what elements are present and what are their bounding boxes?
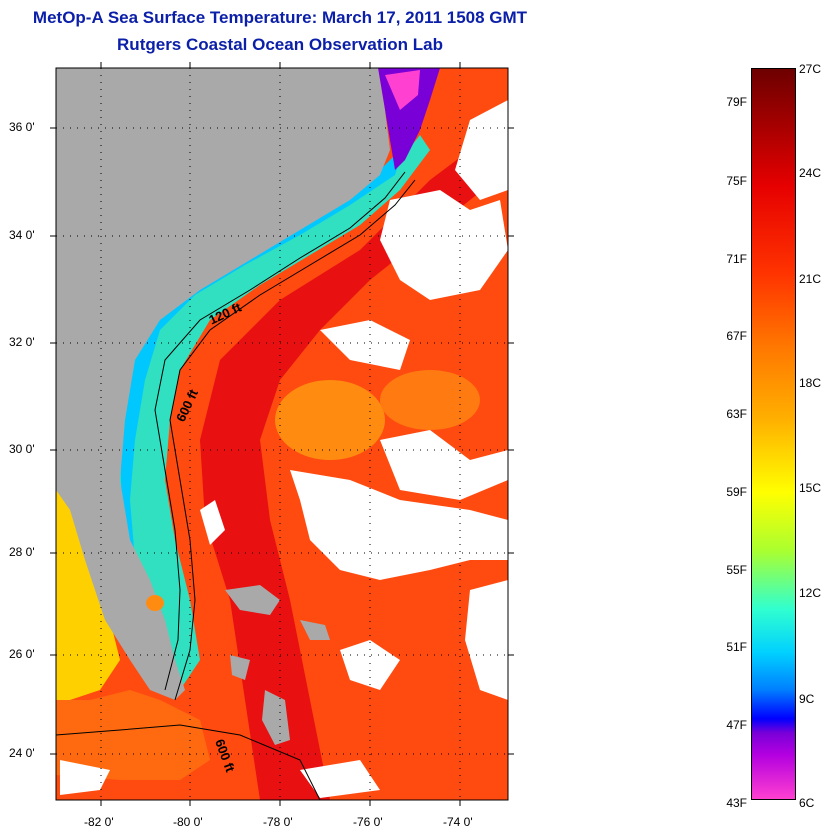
colorbar-fahrenheit-label: 63F [726, 407, 747, 421]
map-title: MetOp-A Sea Surface Temperature: March 1… [32, 8, 528, 27]
contour-600ft [169, 179, 416, 701]
colorbar-celsius-label: 6C [799, 796, 815, 810]
warm-eddy [275, 380, 385, 460]
map-frame [55, 67, 509, 801]
lat-tick-label: 30 0' [9, 442, 35, 456]
gulf-water [56, 490, 120, 700]
contour-120ft [154, 171, 406, 691]
colorbar-celsius-label: 9C [799, 692, 815, 706]
cloud-patch [320, 320, 410, 370]
bahamas-island [262, 690, 290, 745]
colorbar-fahrenheit-label: 47F [726, 718, 747, 732]
lon-tick-label: -76 0' [353, 815, 383, 829]
us-landmass [56, 68, 390, 700]
bahamas-island [300, 620, 330, 640]
bahamas-island [225, 585, 280, 615]
cloud-patch [455, 100, 508, 200]
colorbar-fahrenheit-label: 79F [726, 95, 747, 109]
contour-600ft-south [55, 724, 321, 801]
colorbar-fahrenheit-label: 75F [726, 174, 747, 188]
colorbar-fahrenheit-label: 55F [726, 563, 747, 577]
cloud-patch [380, 430, 508, 500]
lon-tick-label: -78 0' [263, 815, 293, 829]
colorbar-fahrenheit-label: 59F [726, 485, 747, 499]
grid-lines [56, 68, 508, 800]
lon-tick-label: -74 0' [443, 815, 473, 829]
lat-tick-label: 26 0' [9, 647, 35, 661]
lat-tick-label: 34 0' [9, 228, 35, 242]
colorbar-fahrenheit-label: 67F [726, 329, 747, 343]
cloud-patch [380, 190, 508, 300]
lon-tick-label: -82 0' [84, 815, 114, 829]
lat-tick-label: 24 0' [9, 746, 35, 760]
bahamas-island [230, 655, 250, 680]
cold-bay-water [385, 70, 420, 110]
map-subtitle: Rutgers Coastal Ocean Observation Lab [117, 35, 443, 54]
colorbar-fahrenheit-label: 71F [726, 252, 747, 266]
warm-eddy [380, 370, 480, 430]
cloud-patch [465, 580, 508, 700]
lat-tick-label: 32 0' [9, 335, 35, 349]
lat-tick-label: 36 0' [9, 120, 35, 134]
colorbar-celsius-label: 15C [799, 481, 822, 495]
cloud-patch [200, 500, 225, 545]
lat-tick-label: 28 0' [9, 545, 35, 559]
cloud-patch [300, 760, 380, 798]
cloud-patch [60, 760, 110, 795]
cloud-patch [340, 640, 400, 690]
colorbar-celsius-label: 27C [799, 62, 822, 76]
temperature-colorbar [751, 68, 796, 800]
colorbar-celsius-label: 21C [799, 272, 822, 286]
gulf-water [56, 690, 210, 780]
colorbar-celsius-label: 12C [799, 586, 822, 600]
gulf-stream [200, 120, 508, 800]
lake-okeechobee [146, 595, 164, 611]
colorbar-fahrenheit-label: 43F [726, 796, 747, 810]
colorbar-fahrenheit-label: 51F [726, 640, 747, 654]
colorbar-celsius-label: 24C [799, 166, 822, 180]
colorbar-celsius-label: 18C [799, 376, 822, 390]
cloud-patch [290, 470, 508, 580]
axis-ticks [50, 62, 514, 806]
lon-tick-label: -80 0' [173, 815, 203, 829]
